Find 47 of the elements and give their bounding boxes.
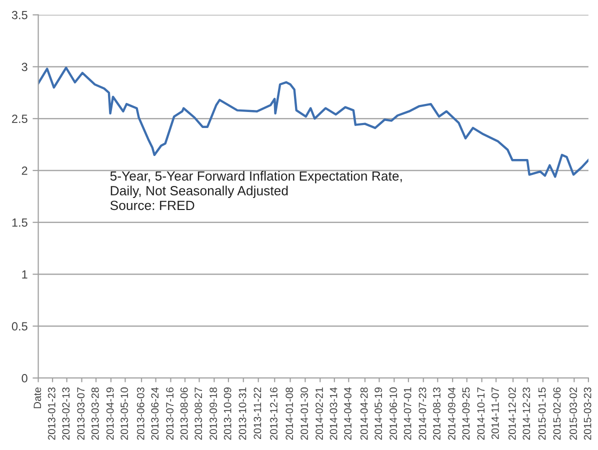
annotation: 5-Year, 5-Year Forward Inflation Expectation Rate, Daily, Not Seasonally Adjusted Source: FRED [110,171,402,210]
x-tick-label: 2013-04-19 [106,388,114,440]
x-tick-label: 2014-09-04 [448,387,456,440]
x-tick-label: 2014-10-17 [477,388,485,440]
x-tick-label: 2014-09-25 [462,387,470,440]
y-tick-label: 3.5 [12,10,28,20]
x-tick-label: 2014-05-19 [374,388,382,440]
x-tick-label: 2013-09-18 [210,387,217,440]
x-tick-label: 2015-03-02 [570,388,577,440]
x-tick-label: 2014-12-23 [522,387,530,440]
x-tick-label: Date [34,387,42,408]
x-tick-label: 2014-03-14 [330,387,338,440]
x-tick-label: 2014-04-04 [344,387,352,440]
y-tick-label: 1 [22,270,28,279]
x-tick-label: 2014-08-13 [433,387,440,440]
x-tick-label: 2013-10-31 [238,388,246,440]
x-tick-label: 2014-11-07 [491,388,499,440]
y-tick-label: 3 [22,62,28,72]
x-tick-label: 2013-05-10 [120,387,128,440]
x-tick-label: 2015-02-06 [553,387,561,440]
x-tick-label: 2014-07-01 [404,388,412,440]
y-tick-label: 2 [22,166,28,175]
x-tick-label: 2013-12-16 [270,387,278,440]
x-tick-label: 2014-01-30 [300,387,308,440]
x-tick-label: 2013-10-09 [224,388,232,440]
x-tick-label: 2013-03-07 [77,388,85,440]
x-tick-label: 2015-03-23 [584,387,592,440]
x-tick-label: 2013-01-23 [48,387,56,440]
x-tick-label: 2014-04-28 [360,387,368,440]
y-tick-label: 0 [22,374,28,382]
x-tick-label: 2013-06-24 [151,387,159,440]
x-tick-label: 2014-12-02 [508,388,516,440]
x-tick-label: 2013-02-13 [62,387,70,440]
x-tick-label: 2014-06-10 [390,387,397,440]
x-tick-label: 2014-01-08 [286,387,294,440]
y-tick-label: 2.5 [12,114,28,123]
x-tick-label: 2013-08-27 [194,388,202,440]
x-tick-label: 2015-01-15 [538,387,546,440]
x-tick-label: 2013-08-06 [180,387,188,440]
x-tick-label: 2013-11-22 [254,388,262,440]
y-tick-label: 1.5 [12,218,28,227]
x-tick-label: 2013-03-28 [91,387,99,440]
x-tick-label: 2014-07-23 [418,387,426,440]
y-tick-label: 0.5 [12,322,28,331]
x-tick-label: 2013-06-03 [136,387,144,440]
x-tick-label: 2014-02-21 [316,388,323,440]
x-tick-label: 2013-07-16 [166,387,174,440]
